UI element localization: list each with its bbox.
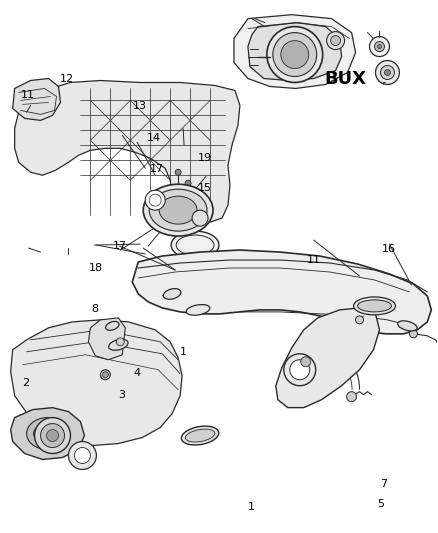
Polygon shape <box>132 250 431 334</box>
Text: 1: 1 <box>248 502 255 512</box>
Circle shape <box>175 169 181 175</box>
Text: 5: 5 <box>377 498 384 508</box>
Text: 7: 7 <box>381 480 388 489</box>
Circle shape <box>102 372 108 378</box>
Text: 16: 16 <box>381 245 396 254</box>
Circle shape <box>145 190 165 210</box>
Circle shape <box>327 31 345 50</box>
Circle shape <box>378 45 381 49</box>
Text: 8: 8 <box>91 304 98 314</box>
Ellipse shape <box>159 196 197 224</box>
Text: BUX: BUX <box>325 70 367 88</box>
Text: 14: 14 <box>147 133 162 143</box>
Polygon shape <box>234 15 356 88</box>
Circle shape <box>374 42 385 52</box>
Circle shape <box>284 354 316 386</box>
Text: 2: 2 <box>22 378 30 389</box>
Circle shape <box>273 33 317 77</box>
Ellipse shape <box>357 300 392 312</box>
Ellipse shape <box>149 189 207 231</box>
Circle shape <box>185 180 191 186</box>
Circle shape <box>301 357 311 367</box>
Ellipse shape <box>186 304 210 315</box>
Ellipse shape <box>398 321 417 331</box>
Circle shape <box>74 448 90 464</box>
Circle shape <box>385 69 390 76</box>
Circle shape <box>375 61 399 84</box>
Ellipse shape <box>171 231 219 259</box>
Circle shape <box>356 316 364 324</box>
Ellipse shape <box>109 340 128 350</box>
Polygon shape <box>248 22 342 80</box>
Ellipse shape <box>34 424 61 443</box>
Polygon shape <box>88 318 125 360</box>
Polygon shape <box>11 408 85 459</box>
Ellipse shape <box>185 429 215 442</box>
Polygon shape <box>13 78 60 120</box>
Circle shape <box>370 37 389 56</box>
Text: 17: 17 <box>150 164 164 174</box>
Circle shape <box>267 27 323 83</box>
Ellipse shape <box>163 288 181 299</box>
Circle shape <box>35 417 71 454</box>
Text: 11: 11 <box>307 255 321 265</box>
Circle shape <box>381 66 395 79</box>
Ellipse shape <box>181 426 219 445</box>
Circle shape <box>331 36 341 46</box>
Circle shape <box>41 424 64 448</box>
Circle shape <box>346 392 357 402</box>
Text: 3: 3 <box>119 390 126 400</box>
Polygon shape <box>11 320 182 446</box>
Text: 18: 18 <box>89 263 103 272</box>
Circle shape <box>68 441 96 470</box>
Ellipse shape <box>106 321 119 330</box>
Circle shape <box>46 430 59 441</box>
Polygon shape <box>14 80 240 222</box>
Text: 13: 13 <box>133 101 147 111</box>
Text: 17: 17 <box>113 241 127 251</box>
Circle shape <box>290 360 310 379</box>
Polygon shape <box>276 308 379 408</box>
Text: 19: 19 <box>198 153 212 163</box>
Circle shape <box>100 370 110 379</box>
Circle shape <box>281 41 309 69</box>
Text: 1: 1 <box>180 346 187 357</box>
Circle shape <box>192 210 208 226</box>
Circle shape <box>149 194 161 206</box>
Text: 11: 11 <box>21 90 35 100</box>
Text: 12: 12 <box>60 75 74 84</box>
Ellipse shape <box>353 297 396 315</box>
Text: 15: 15 <box>198 183 212 193</box>
Circle shape <box>117 338 124 346</box>
Text: 4: 4 <box>133 368 141 378</box>
Ellipse shape <box>27 417 68 449</box>
Circle shape <box>410 330 417 338</box>
Ellipse shape <box>143 184 213 236</box>
